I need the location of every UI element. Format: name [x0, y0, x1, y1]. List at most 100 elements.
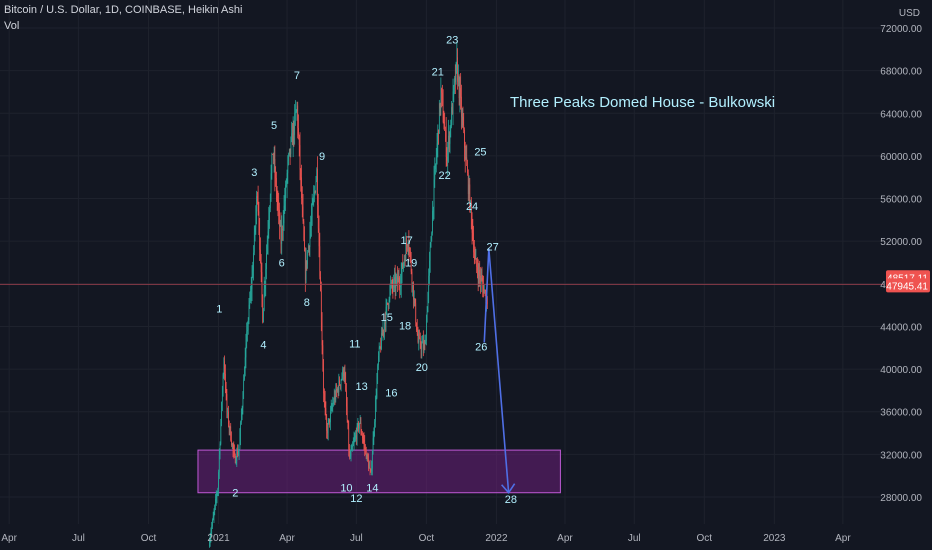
candle-body	[461, 116, 463, 118]
time-tick-label: 2022	[485, 533, 508, 544]
candle-body	[384, 322, 385, 331]
candle-body	[302, 206, 304, 222]
candle-body	[478, 269, 480, 280]
candle-body	[301, 177, 302, 199]
candle-body	[381, 333, 382, 349]
candle-body	[237, 451, 238, 456]
wave-label: 25	[474, 147, 486, 159]
candle-body	[217, 488, 219, 494]
time-axis[interactable]: Apr Jul Oct 2021 Apr Jul Oct 2022 Apr Jul Oct 2023 A…	[1, 533, 851, 544]
candle-body	[376, 380, 378, 398]
candle-body	[241, 414, 242, 423]
candle-body	[388, 299, 390, 305]
candle-body	[466, 157, 468, 167]
candle-body	[339, 380, 340, 385]
wave-label: 8	[304, 297, 310, 309]
candle-body	[250, 291, 251, 301]
candle-body	[367, 454, 369, 460]
candle-body	[347, 419, 349, 429]
candle-body	[475, 258, 477, 260]
candle-body	[341, 377, 343, 380]
candle-body	[282, 223, 284, 230]
wave-label: 24	[466, 201, 478, 213]
candle-body	[245, 343, 247, 358]
candle-body	[406, 243, 407, 246]
candle-body	[401, 263, 403, 274]
candle-body	[278, 205, 280, 210]
candle-body	[301, 198, 303, 207]
candle-body	[429, 247, 431, 261]
candle-body	[243, 379, 245, 399]
candle-body	[326, 417, 327, 431]
candle-body	[394, 277, 396, 288]
wave-label: 18	[399, 320, 411, 332]
wave-label: 20	[416, 362, 428, 374]
candle-body	[354, 437, 356, 441]
candle-body	[484, 290, 486, 292]
candle-body	[295, 112, 296, 114]
volume-label[interactable]: Vol	[4, 20, 20, 32]
candle-body	[222, 374, 224, 393]
candle-body	[310, 225, 312, 234]
candle-body	[410, 251, 411, 258]
candle-body	[284, 200, 286, 206]
candle-body	[442, 92, 443, 101]
candle-body	[342, 369, 343, 378]
candle-body	[375, 402, 376, 422]
candle-body	[366, 454, 368, 459]
candle-body	[336, 388, 337, 391]
candle-body	[289, 148, 291, 154]
candle-body	[405, 243, 407, 261]
candle-body	[413, 282, 414, 300]
candle-body	[402, 263, 404, 268]
candle-body	[364, 442, 366, 448]
candle-body	[244, 357, 246, 376]
candle-body	[253, 232, 255, 253]
candle-body	[239, 436, 241, 450]
candle-body	[292, 133, 293, 145]
candle-body	[365, 447, 366, 450]
time-tick-label: Oct	[141, 533, 157, 544]
candle-body	[218, 454, 220, 472]
candle-body	[474, 252, 475, 256]
candle-body	[349, 448, 350, 458]
symbol-title[interactable]: Bitcoin / U.S. Dollar, 1D, COINBASE, Hei…	[4, 4, 243, 16]
candle-body	[314, 191, 316, 193]
candle-body	[438, 103, 440, 134]
candle-body	[307, 251, 308, 265]
candle-body	[450, 126, 452, 128]
candle-body	[451, 107, 452, 127]
candle-body	[316, 169, 318, 182]
candle-body	[419, 337, 420, 339]
candle-body	[444, 128, 446, 131]
wave-label: 4	[260, 340, 266, 352]
candle-body	[264, 283, 266, 289]
candle-body	[248, 304, 250, 320]
candle-body	[306, 260, 308, 265]
candle-body	[387, 302, 388, 304]
candle-body	[378, 355, 379, 366]
candle-body	[296, 105, 298, 111]
candle-body	[348, 428, 350, 449]
candle-body	[422, 341, 423, 344]
candle-body	[417, 334, 419, 343]
candle-body	[275, 176, 276, 179]
candle-body	[237, 452, 239, 456]
time-tick-label: Oct	[419, 533, 435, 544]
wave-label: 16	[385, 388, 397, 400]
candle-body	[360, 422, 362, 432]
wave-label: 13	[356, 381, 368, 393]
candle-body	[285, 184, 286, 201]
wave-label: 3	[251, 167, 257, 179]
candle-body	[462, 116, 464, 126]
wave-label: 12	[350, 493, 362, 505]
wave-label: 11	[349, 338, 360, 350]
wave-annotations: 1234567891011121314151617181920212223242…	[216, 35, 517, 506]
candle-body	[359, 423, 360, 429]
candle-body	[355, 435, 357, 440]
candle-body	[317, 169, 318, 206]
candle-body	[383, 330, 385, 332]
price-axis[interactable]: 28000.00 32000.00 36000.00 40000.00 44000.00…	[880, 24, 930, 504]
candle-body	[393, 279, 395, 288]
